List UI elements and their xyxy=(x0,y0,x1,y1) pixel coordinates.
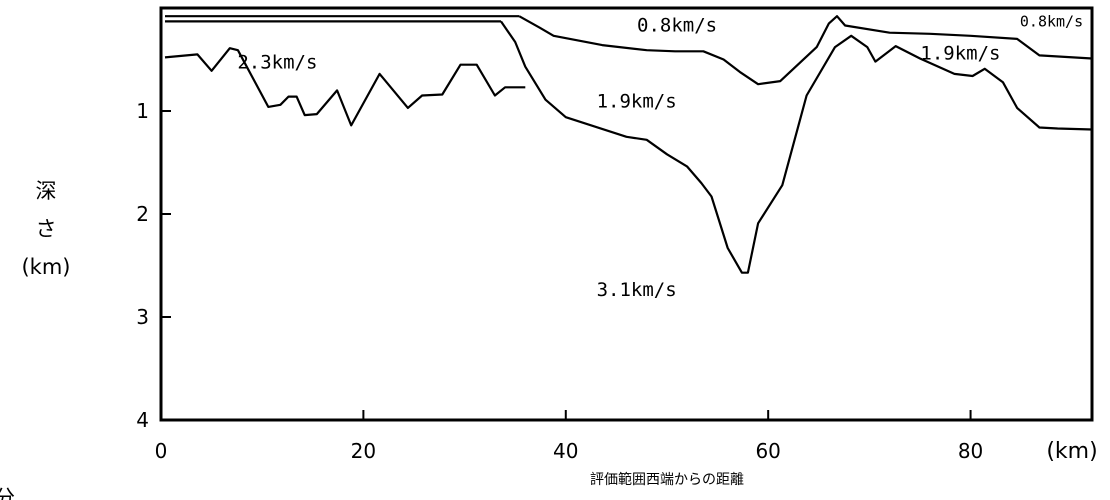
layer-boundary-line-4 xyxy=(164,47,526,127)
velocity-label: 3.1km/s xyxy=(597,279,677,301)
y-axis-title-line-2: さ xyxy=(36,217,57,241)
velocity-label: 0.8km/s xyxy=(637,14,717,36)
velocity-label: 1.9km/s xyxy=(920,42,1000,64)
series-layer xyxy=(164,15,1093,274)
x-axis-title: 評価範囲西端からの距離 xyxy=(590,471,744,488)
ticks-layer: 0 20 40 60 80 1 2 3 4 xyxy=(136,99,983,463)
x-tick-label: 80 xyxy=(958,439,983,463)
velocity-label: 0.8km/s xyxy=(1020,12,1083,30)
footer-partial-char: 分 xyxy=(0,486,15,500)
velocity-label: 2.3km/s xyxy=(237,52,317,74)
x-tick-label: 40 xyxy=(553,439,578,463)
layer-boundary-line-5 xyxy=(500,20,1093,274)
y-axis-title-line-1: 深 xyxy=(36,179,57,203)
x-tick-label: 60 xyxy=(755,439,780,463)
x-unit-label: (km) xyxy=(1046,439,1097,464)
y-tick-label: 3 xyxy=(136,305,149,329)
y-axis-title-line-3: (km) xyxy=(21,255,70,279)
velocity-label: 1.9km/s xyxy=(597,91,677,113)
layer-boundary-line-3 xyxy=(518,15,1093,86)
x-tick-label: 20 xyxy=(351,439,376,463)
y-tick-label: 1 xyxy=(136,99,149,123)
annotations-layer: 2.3km/s 0.8km/s 0.8km/s 1.9km/s 1.9km/s 3.1km… xyxy=(237,12,1083,301)
y-tick-label: 2 xyxy=(136,202,149,226)
y-tick-label: 4 xyxy=(136,408,149,432)
x-tick-label: 0 xyxy=(155,439,168,463)
